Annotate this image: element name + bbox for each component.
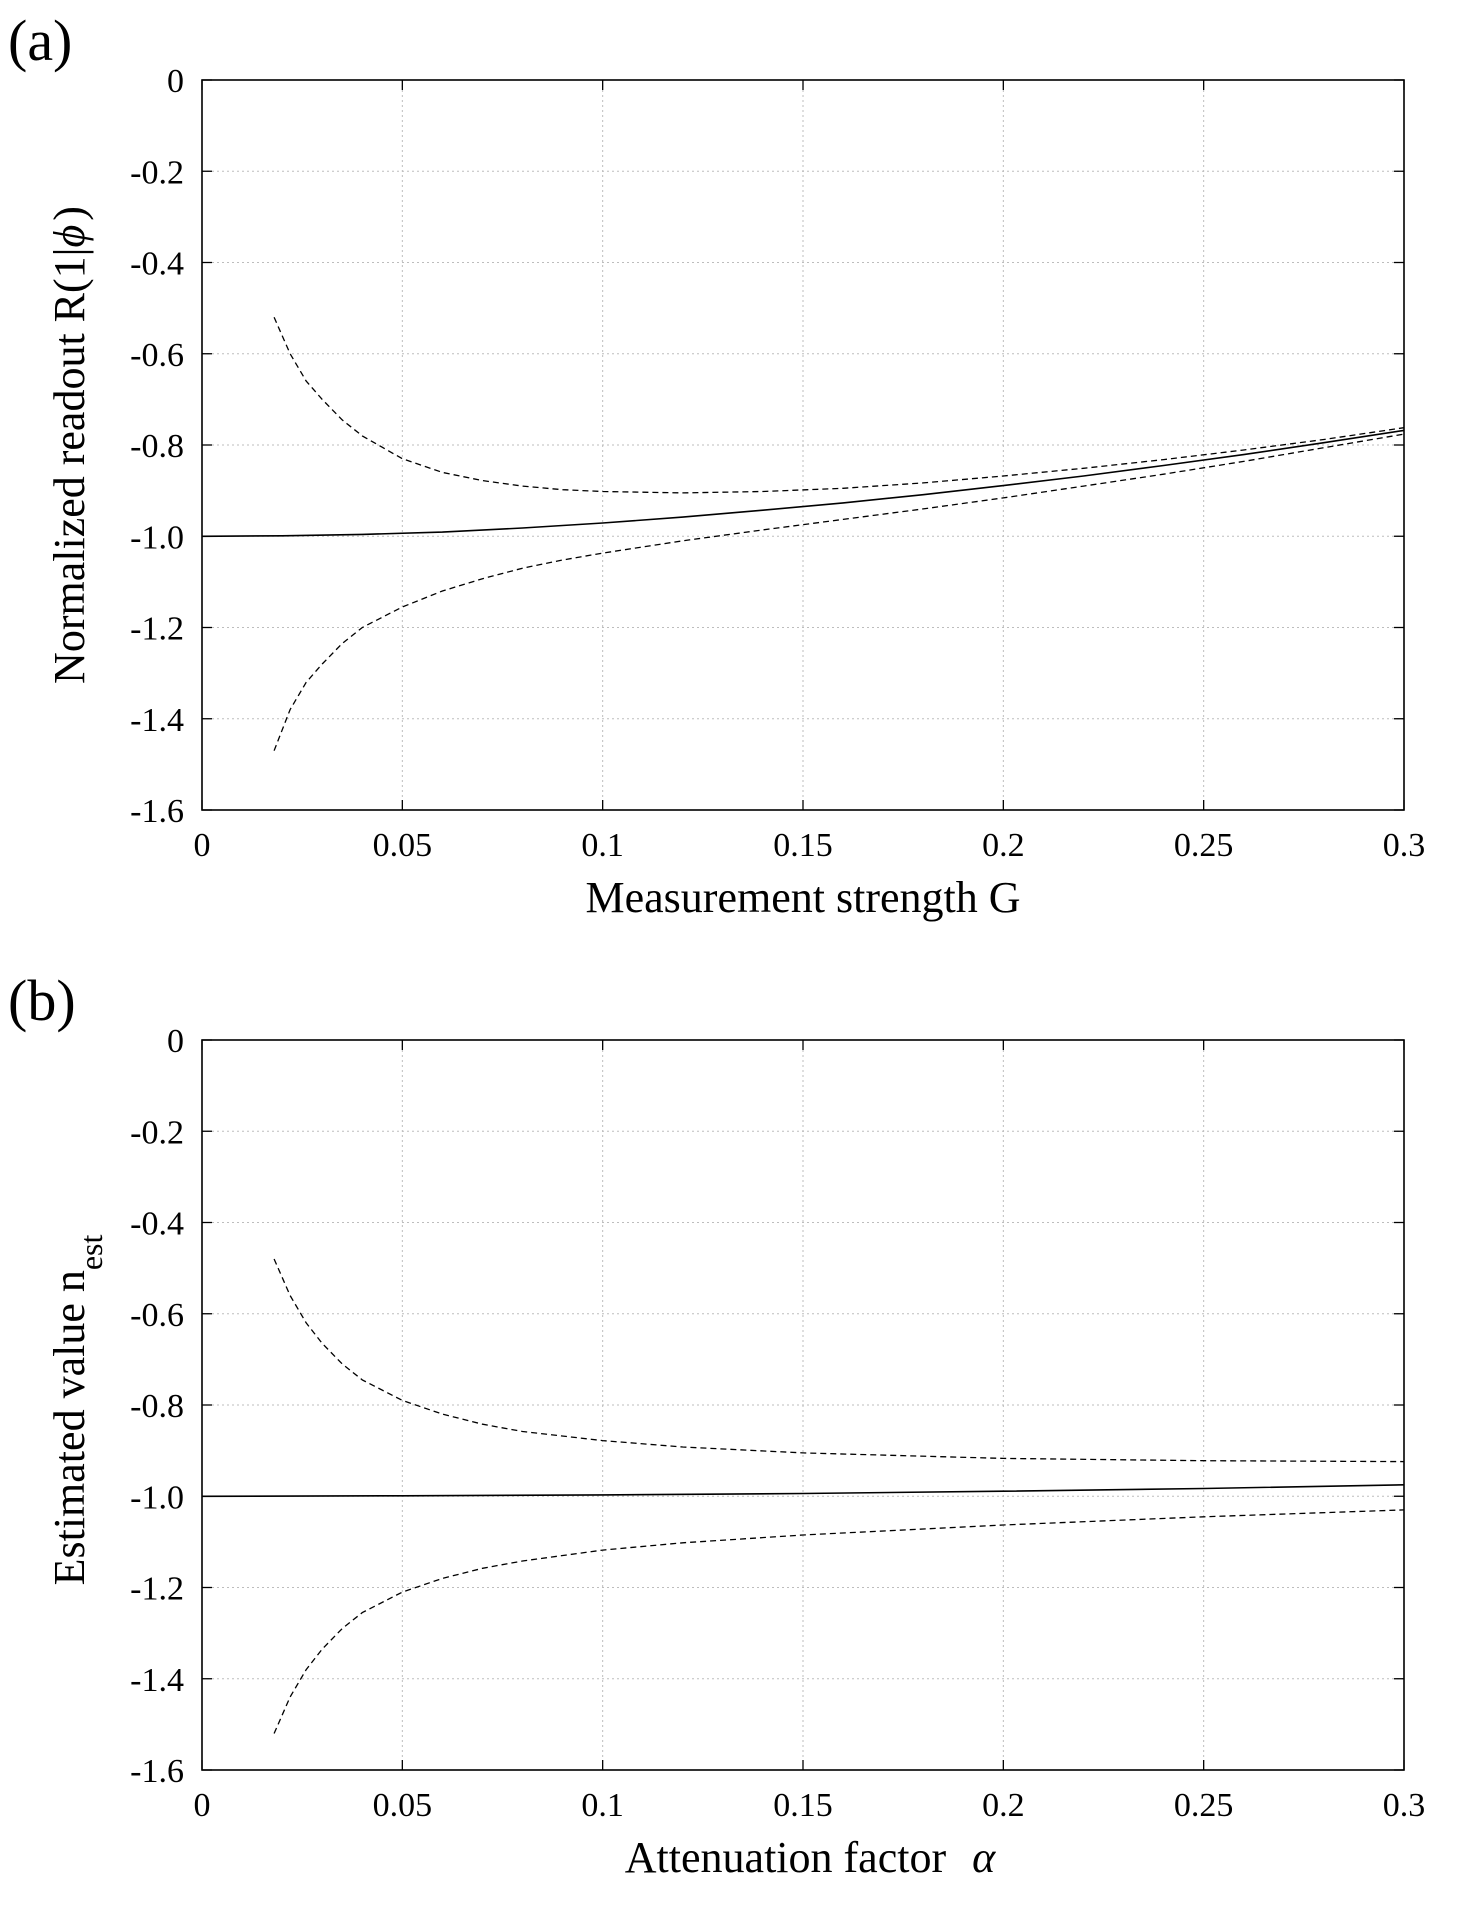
x-tick-label: 0.2 (982, 827, 1025, 864)
series-a (201, 317, 1405, 751)
x-axis-label-b-main: Attenuation factor (625, 1833, 947, 1882)
y-axis-label-a-close: ) (45, 206, 94, 221)
y-tick-label: -1.6 (130, 1753, 184, 1790)
y-tick-label: -1.2 (130, 1571, 184, 1608)
ticks-b: 0 0.05 0.1 0.15 0.2 0.25 0.3 0 -0.2 -0.4 -0.6 -0.8 -… (130, 1023, 1425, 1824)
y-tick-label: -0.8 (130, 428, 184, 465)
y-tick-label: -1.0 (130, 519, 184, 556)
x-tick-label: 0.25 (1174, 1787, 1234, 1824)
x-tick-label: 0.1 (581, 827, 624, 864)
y-tick-label: -0.8 (130, 1388, 184, 1425)
y-axis-label-b-sub: est (73, 1234, 109, 1270)
chart-b: (b) 0 0.05 0.1 0.15 0.2 0.25 0.3 0 -0.2 -0.4 -0.6 -… (8, 968, 1425, 1882)
y-tick-label: -0.4 (130, 1206, 184, 1243)
y-tick-label: -1.4 (130, 702, 184, 739)
x-tick-label: 0.25 (1174, 827, 1234, 864)
y-axis-label-a-main: Normalized readout R(1| (45, 248, 94, 684)
y-tick-label: -0.4 (130, 246, 184, 283)
y-tick-label: -1.0 (130, 1479, 184, 1516)
y-tick-label: 0 (167, 1023, 184, 1060)
series-line-b-mean (201, 1484, 1405, 1498)
x-tick-label: 0.1 (581, 1787, 624, 1824)
ticks-a: 0 0.05 0.1 0.15 0.2 0.25 0.3 0 -0.2 -0.4 -0.6 -0.8 -… (130, 63, 1425, 864)
grid-a (202, 80, 1404, 810)
chart-a: (a) 0 0.05 0.1 0.15 0.2 0.25 0.3 0 -0.2 -0.4 -0.6 -… (8, 8, 1425, 922)
x-tick-label: 0 (194, 827, 211, 864)
x-tick-label: 0.05 (373, 1787, 433, 1824)
series-line-a-lower-bound (273, 433, 1405, 751)
x-tick-label: 0.3 (1383, 1787, 1426, 1824)
x-axis-label-b-symbol: α (972, 1833, 996, 1882)
x-tick-label: 0.15 (773, 1787, 833, 1824)
y-tick-label: -1.6 (130, 793, 184, 830)
series-line-b-lower-bound (273, 1509, 1405, 1734)
x-tick-label: 0.3 (1383, 827, 1426, 864)
x-tick-label: 0.2 (982, 1787, 1025, 1824)
y-tick-label: -0.2 (130, 1114, 184, 1151)
y-axis-label-b: Estimated value nest (45, 1234, 109, 1585)
y-tick-label: -0.6 (130, 337, 184, 374)
panel-label-a: (a) (8, 8, 72, 73)
y-axis-label-b-main: Estimated value n (45, 1270, 94, 1585)
series-line-a-upper-bound (273, 317, 1405, 494)
x-tick-label: 0.15 (773, 827, 833, 864)
y-tick-label: 0 (167, 63, 184, 100)
y-tick-label: -0.6 (130, 1297, 184, 1334)
y-tick-label: -1.2 (130, 611, 184, 648)
y-axis-label-a-symbol: ϕ (45, 225, 94, 248)
series-line-a-mean (201, 429, 1405, 538)
grid-b (202, 1040, 1404, 1770)
y-axis-label-a: Normalized readout R(1|ϕ) (45, 206, 94, 684)
series-line-b-upper-bound (273, 1258, 1405, 1463)
x-tick-label: 0 (194, 1787, 211, 1824)
x-axis-label-a: Measurement strength G (586, 873, 1021, 922)
y-tick-label: -0.2 (130, 154, 184, 191)
x-axis-label-b: Attenuation factor α (625, 1833, 996, 1882)
y-tick-label: -1.4 (130, 1662, 184, 1699)
panel-label-b: (b) (8, 968, 76, 1033)
x-tick-label: 0.05 (373, 827, 433, 864)
series-b (201, 1258, 1405, 1734)
